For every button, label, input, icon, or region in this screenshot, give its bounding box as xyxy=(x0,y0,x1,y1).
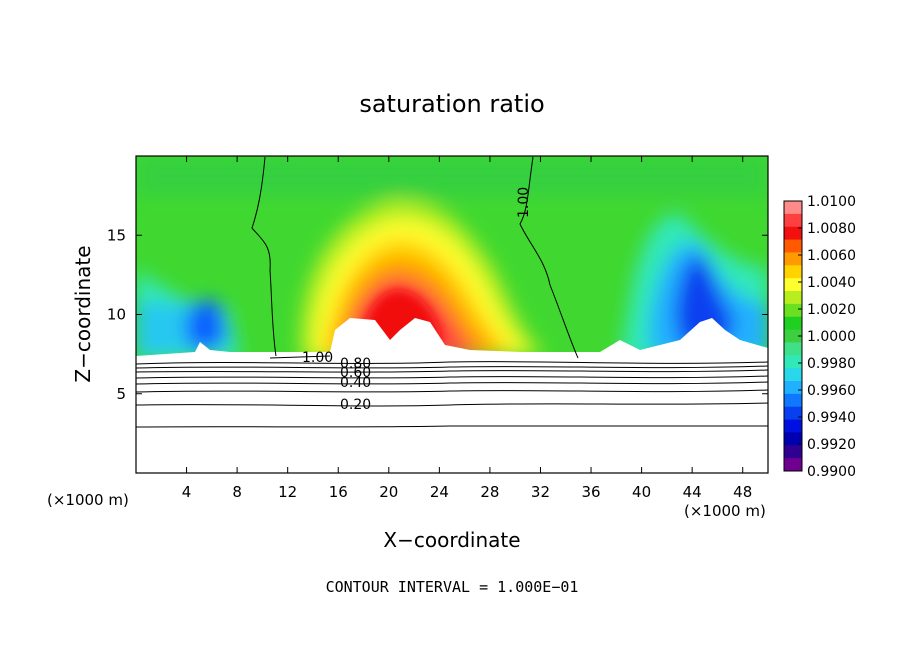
colorbar-tick-label: 1.0000 xyxy=(807,329,856,345)
x-tick-label: 4 xyxy=(182,483,192,501)
x-tick-label: 24 xyxy=(430,483,449,501)
colorbar-swatch xyxy=(784,329,802,343)
colorbar-swatch xyxy=(784,445,802,459)
x-tick-label: 48 xyxy=(733,483,752,501)
colorbar-swatch xyxy=(784,239,802,253)
x-axis-label: X−coordinate xyxy=(383,528,520,552)
colorbar-swatch xyxy=(784,368,802,382)
colorbar-tick-label: 1.0040 xyxy=(807,275,856,291)
contour-label: 0.20 xyxy=(340,397,371,413)
colorbar-swatch xyxy=(784,393,802,408)
colorbar-swatch xyxy=(784,316,802,331)
colorbar-swatch xyxy=(784,226,802,241)
colorbar-swatch xyxy=(784,265,802,279)
colorbar-swatch xyxy=(784,213,802,228)
colorbar-tick-label: 0.9900 xyxy=(807,464,856,480)
colorbar-swatch xyxy=(784,201,802,215)
colorbar-swatch xyxy=(784,342,802,356)
colorbar-tick-label: 1.0100 xyxy=(807,194,856,210)
contour-label: 0.80 xyxy=(340,356,371,372)
colorbar: 1.0100 1.0080 1.0060 1.0040 1.0020 1.0000 0.99… xyxy=(783,194,856,480)
colorbar-swatch xyxy=(784,278,802,292)
colorbar-tick-label: 0.9980 xyxy=(807,356,856,372)
colorbar-swatch xyxy=(784,419,802,433)
y-tick-label: 15 xyxy=(107,226,126,244)
colorbar-swatch xyxy=(784,381,802,395)
colorbar-tick-label: 0.9960 xyxy=(807,383,856,399)
x-unit-right: (×1000 m) xyxy=(684,502,766,520)
colorbar-tick-label: 1.0080 xyxy=(807,221,856,237)
colorbar-tick-label: 1.0060 xyxy=(807,248,856,264)
colorbar-swatch xyxy=(784,252,802,266)
x-tick-label: 36 xyxy=(581,483,600,501)
contour-lines xyxy=(136,156,768,428)
x-tick-label: 44 xyxy=(683,483,702,501)
x-tick-label: 20 xyxy=(379,483,398,501)
colorbar-tick-label: 1.0020 xyxy=(807,302,856,318)
colorbar-swatch xyxy=(784,291,802,305)
chart-title: saturation ratio xyxy=(359,90,544,118)
x-tick-label: 28 xyxy=(480,483,499,501)
colorbar-swatch xyxy=(784,458,802,472)
x-unit-left: (×1000 m) xyxy=(47,491,129,509)
x-tick-label: 12 xyxy=(278,483,297,501)
contour-interval-note: CONTOUR INTERVAL = 1.000E−01 xyxy=(326,578,579,596)
contour-labels: 1.00 0.20 0.40 0.60 0.80 1.00 xyxy=(302,187,532,413)
contour-label: 1.00 xyxy=(302,350,333,366)
y-axis-ticks: 5 10 15 xyxy=(107,226,768,403)
contour-label: 0.40 xyxy=(340,375,371,391)
colorbar-tick-label: 0.9920 xyxy=(807,437,856,453)
x-axis-ticks: 4 8 12 16 20 24 28 32 36 40 44 48 xyxy=(182,156,752,501)
y-axis-label: Z−coordinate xyxy=(71,245,95,382)
x-tick-label: 32 xyxy=(531,483,550,501)
x-tick-label: 8 xyxy=(232,483,242,501)
contour-label: 1.00 xyxy=(516,187,532,218)
contour-label: 0.60 xyxy=(340,365,371,381)
colorbar-tick-label: 0.9940 xyxy=(807,410,856,426)
colorbar-swatch xyxy=(784,406,802,421)
x-tick-label: 40 xyxy=(632,483,651,501)
colorbar-swatch xyxy=(784,432,802,446)
y-tick-label: 5 xyxy=(116,385,126,403)
colorbar-swatch xyxy=(784,303,802,318)
y-tick-label: 10 xyxy=(107,306,126,324)
colorbar-swatch xyxy=(784,355,802,369)
x-tick-label: 16 xyxy=(329,483,348,501)
heatmap-field xyxy=(136,156,768,473)
